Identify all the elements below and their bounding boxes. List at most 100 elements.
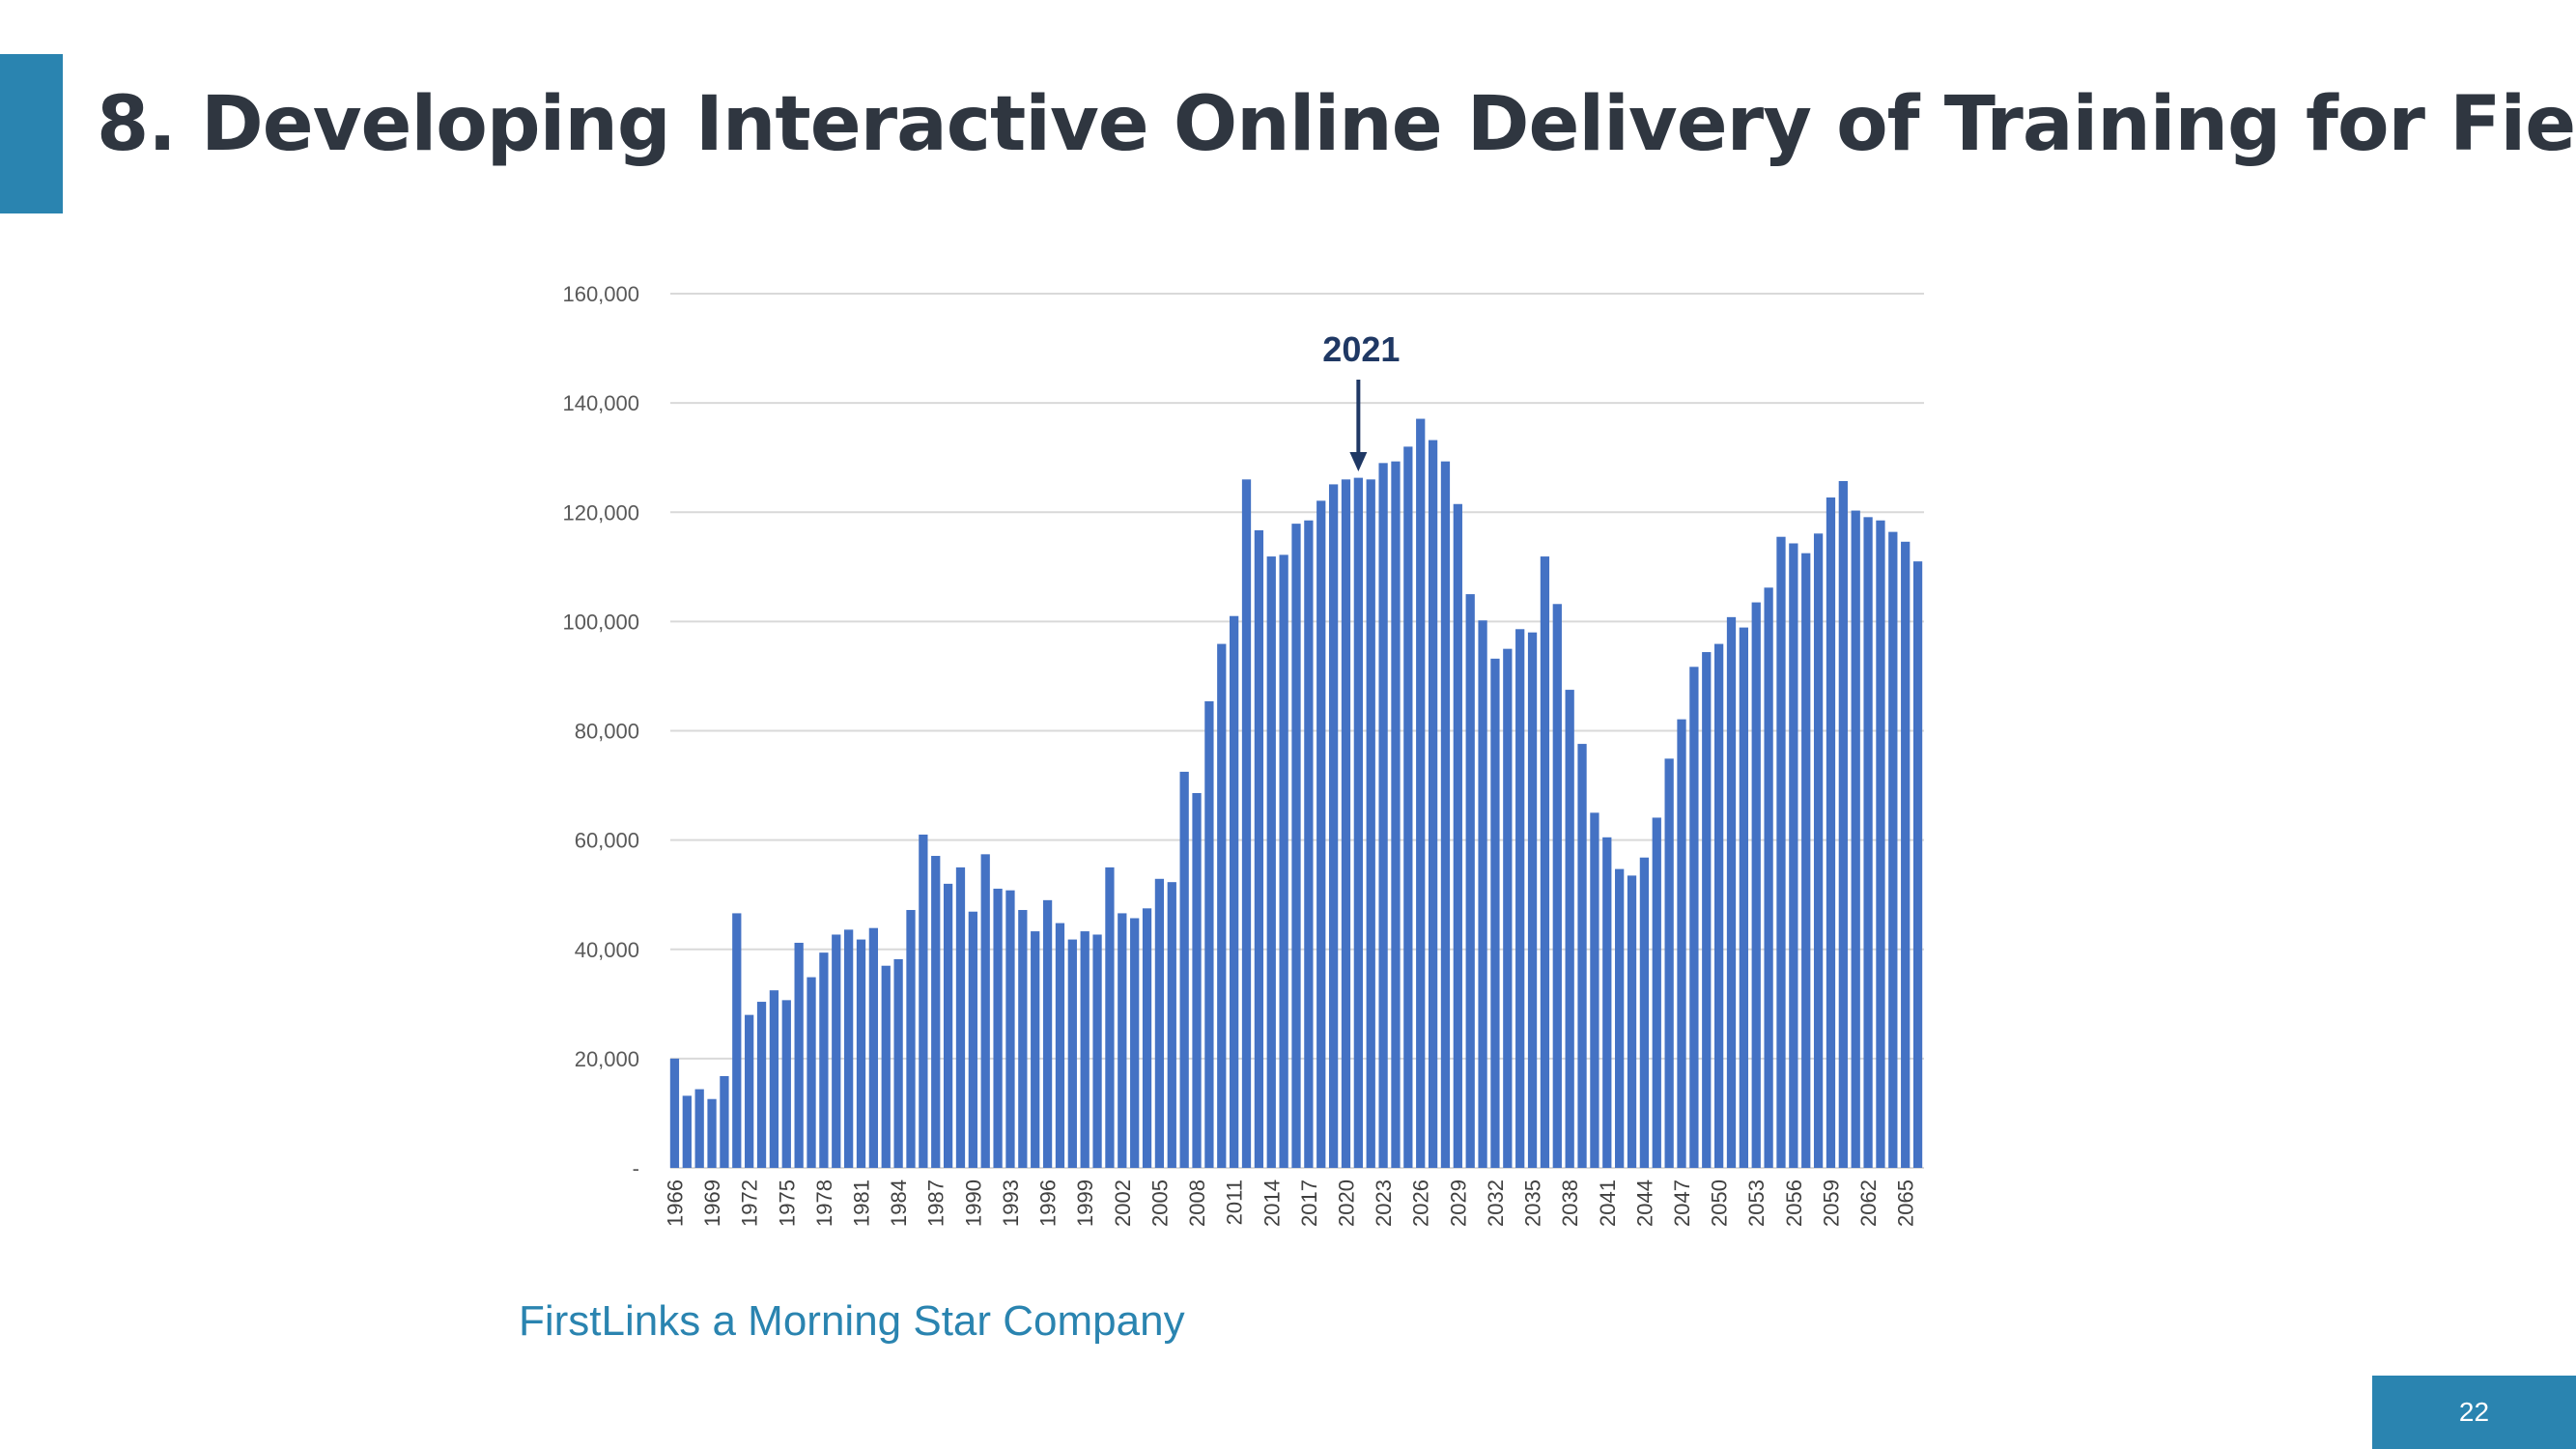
bar xyxy=(720,1075,729,1168)
bar xyxy=(781,1000,791,1168)
bar xyxy=(1230,615,1239,1168)
x-tick-label: 2032 xyxy=(1484,1179,1508,1227)
y-tick-label: 100,000 xyxy=(562,610,639,634)
x-tick-label: 2008 xyxy=(1185,1179,1209,1227)
bar xyxy=(832,934,841,1168)
source-text: FirstLinks a Morning Star Company xyxy=(519,1297,1185,1345)
bar xyxy=(1689,667,1699,1168)
bar xyxy=(1826,497,1836,1168)
bar xyxy=(1130,918,1140,1168)
bar xyxy=(1615,868,1625,1168)
bar xyxy=(1118,913,1127,1168)
bar xyxy=(868,927,879,1168)
bar xyxy=(1042,899,1053,1168)
bar xyxy=(1627,875,1637,1168)
x-tick-label: 2020 xyxy=(1334,1179,1358,1227)
bar xyxy=(906,910,916,1168)
bar xyxy=(1366,479,1375,1168)
bar xyxy=(1677,719,1686,1168)
bar xyxy=(1726,616,1737,1168)
bar xyxy=(1602,837,1612,1168)
bar xyxy=(1639,857,1650,1168)
bar xyxy=(1838,481,1848,1168)
bar xyxy=(1527,632,1538,1168)
bar xyxy=(1552,604,1562,1168)
x-tick-label: 1981 xyxy=(850,1179,874,1227)
x-tick-label: 2041 xyxy=(1596,1179,1620,1227)
bar xyxy=(1154,878,1165,1168)
bar xyxy=(856,939,866,1168)
bar xyxy=(1515,629,1525,1168)
bar xyxy=(1266,556,1276,1168)
bar xyxy=(794,942,804,1168)
bar xyxy=(1316,500,1326,1168)
bar xyxy=(1440,461,1451,1169)
bar xyxy=(1179,771,1189,1168)
bar xyxy=(955,867,966,1168)
y-tick-label: 80,000 xyxy=(575,720,639,744)
bar xyxy=(1764,587,1773,1168)
x-tick-label: 2005 xyxy=(1147,1179,1172,1227)
x-tick-label: 2029 xyxy=(1446,1179,1470,1227)
bar xyxy=(1713,643,1724,1168)
bar xyxy=(1067,939,1077,1168)
bar xyxy=(682,1095,692,1168)
y-tick-label: 120,000 xyxy=(562,500,639,525)
bar xyxy=(1391,461,1401,1169)
bar xyxy=(1478,620,1487,1168)
bar xyxy=(1813,533,1824,1168)
bar xyxy=(1018,910,1028,1168)
bar xyxy=(1291,524,1301,1168)
bar xyxy=(1789,543,1798,1168)
y-tick-label: 140,000 xyxy=(562,391,639,415)
x-tick-label: 2059 xyxy=(1819,1179,1843,1227)
y-tick-label: - xyxy=(633,1156,639,1180)
bar xyxy=(1565,690,1574,1168)
bar xyxy=(943,883,953,1168)
bar xyxy=(1167,882,1176,1168)
x-tick-label: 2056 xyxy=(1782,1179,1806,1227)
bar xyxy=(1739,627,1748,1168)
bar xyxy=(1142,908,1152,1168)
x-tick-label: 1975 xyxy=(775,1179,799,1227)
bar xyxy=(1801,553,1811,1168)
bar xyxy=(1005,890,1015,1168)
y-tick-label: 20,000 xyxy=(575,1047,639,1071)
bar xyxy=(1664,758,1674,1168)
bar xyxy=(1490,658,1500,1168)
x-tick-label: 1969 xyxy=(700,1179,724,1227)
x-tick-label: 1999 xyxy=(1073,1179,1097,1227)
y-tick-label: 40,000 xyxy=(575,938,639,962)
bar xyxy=(819,952,829,1168)
bar xyxy=(931,856,941,1168)
bar xyxy=(707,1098,717,1168)
bar xyxy=(1254,529,1264,1168)
x-tick-label: 2035 xyxy=(1521,1179,1545,1227)
x-tick-label: 2047 xyxy=(1670,1179,1694,1227)
bar xyxy=(1912,561,1923,1168)
bar xyxy=(1031,931,1040,1168)
bar xyxy=(732,913,742,1168)
bar xyxy=(1465,594,1475,1168)
x-tick-label: 2044 xyxy=(1632,1179,1656,1227)
bar xyxy=(1092,934,1102,1168)
x-tick-label: 2065 xyxy=(1894,1179,1918,1227)
bar xyxy=(881,965,891,1168)
bar xyxy=(1341,479,1351,1168)
bar xyxy=(1503,648,1513,1168)
x-tick-label: 1972 xyxy=(738,1179,762,1227)
x-tick-label: 1978 xyxy=(812,1179,836,1227)
slide-title: 8. Developing Interactive Online Deliver… xyxy=(97,81,2576,168)
bar xyxy=(1776,536,1786,1168)
y-tick-label: 160,000 xyxy=(562,282,639,306)
bar xyxy=(1192,792,1202,1168)
x-tick-label: 2014 xyxy=(1260,1179,1284,1227)
bar xyxy=(669,1058,680,1168)
bar xyxy=(1416,418,1426,1168)
bar xyxy=(1080,931,1090,1168)
bar xyxy=(1901,541,1911,1168)
annotation-label: 2021 xyxy=(1322,329,1400,369)
x-tick-label: 2023 xyxy=(1372,1179,1396,1227)
bar xyxy=(1241,479,1252,1168)
bar xyxy=(1540,556,1550,1168)
